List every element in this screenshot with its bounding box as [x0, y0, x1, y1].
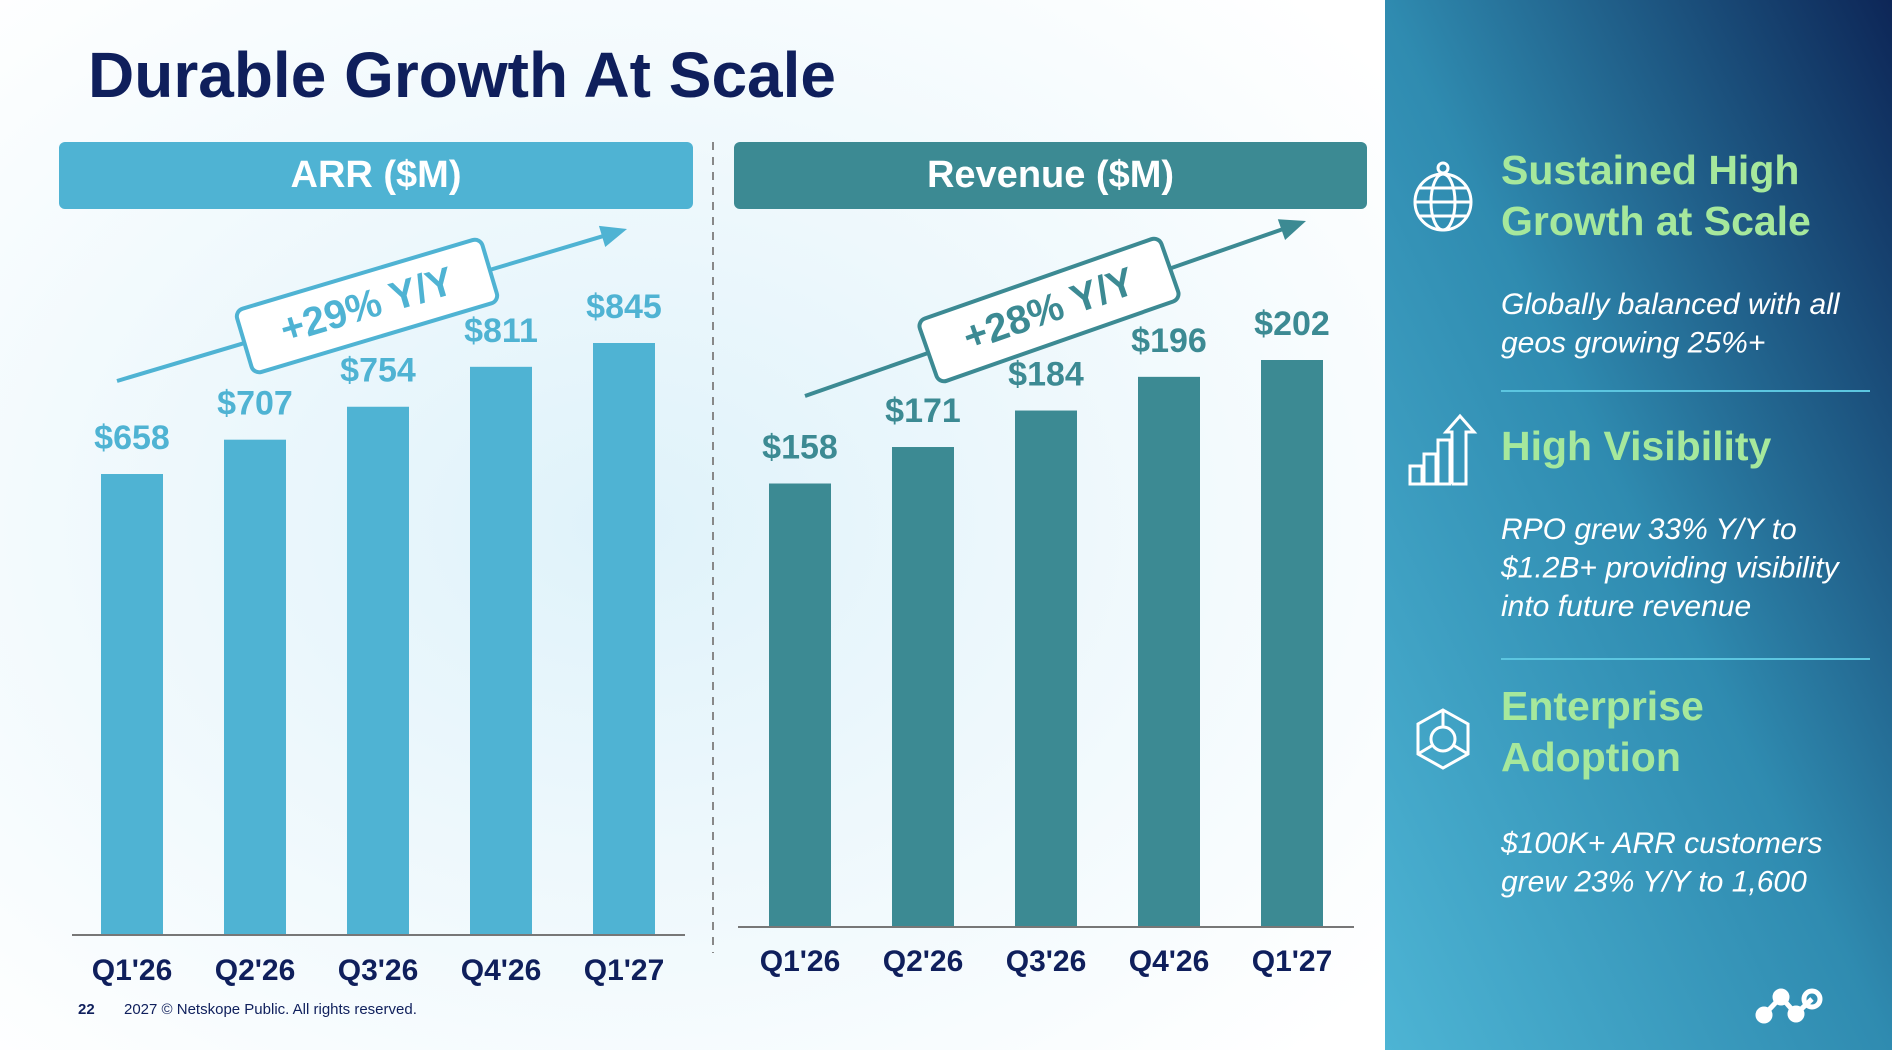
feature-text: into future revenue: [1501, 590, 1751, 623]
logo: [1755, 988, 1823, 1024]
chart-title: ARR ($M): [291, 154, 462, 196]
bar: [1015, 410, 1077, 927]
x-tick-label: Q2'26: [883, 945, 964, 978]
value-label: $754: [340, 352, 416, 390]
annotation-box: [234, 237, 500, 375]
x-tick-label: Q1'27: [584, 954, 665, 987]
chart-header: [734, 142, 1367, 209]
page-number: 22: [78, 1001, 95, 1018]
x-tick-label: Q1'26: [760, 945, 841, 978]
feature-text: $1.2B+ providing visibility: [1500, 551, 1841, 584]
bar: [593, 343, 655, 935]
bar: [101, 474, 163, 935]
value-label: $811: [464, 312, 538, 350]
value-label: $845: [586, 288, 662, 326]
chart-header: [59, 142, 693, 209]
slide-title: Durable Growth At Scale: [88, 39, 836, 111]
globe-icon: [1413, 161, 1473, 232]
x-tick-label: Q1'26: [92, 954, 173, 987]
annotation: +29% Y/Y: [234, 237, 500, 375]
value-label: $658: [94, 419, 170, 457]
x-tick-label: Q1'27: [1252, 945, 1333, 978]
chart-title: Revenue ($M): [927, 154, 1174, 196]
value-label: $202: [1254, 305, 1330, 343]
bar: [224, 439, 286, 935]
side-panel: [1385, 0, 1892, 1050]
growth-icon: [1408, 413, 1478, 486]
value-label: $184: [1008, 356, 1084, 394]
feature-text: geos growing 25%+: [1501, 326, 1765, 359]
value-label: $171: [885, 392, 961, 430]
feature-text: Globally balanced with all: [1501, 288, 1841, 321]
bar: [470, 366, 532, 935]
x-tick-label: Q2'26: [215, 954, 296, 987]
bar: [347, 406, 409, 935]
footer-text: 2027 © Netskope Public. All rights reser…: [124, 1001, 417, 1018]
x-tick-label: Q3'26: [338, 954, 419, 987]
bar: [1138, 376, 1200, 928]
bar: [769, 483, 831, 927]
feature-heading: Sustained High: [1501, 147, 1799, 193]
x-tick-label: Q4'26: [1129, 945, 1210, 978]
value-label: $158: [762, 428, 838, 466]
feature-heading: High Visibility: [1501, 423, 1772, 469]
feature-text: grew 23% Y/Y to 1,600: [1501, 865, 1807, 898]
arrow-head: [598, 225, 627, 247]
feature-heading: Adoption: [1501, 734, 1681, 780]
feature-text: $100K+ ARR customers: [1500, 827, 1823, 860]
network-icon: [1416, 708, 1470, 770]
annotation-box: [917, 236, 1181, 384]
x-tick-label: Q4'26: [461, 954, 542, 987]
feature-text: RPO grew 33% Y/Y to: [1501, 513, 1797, 546]
value-label: $196: [1131, 322, 1207, 360]
x-tick-label: Q3'26: [1006, 945, 1087, 978]
bar: [892, 447, 954, 927]
arrow-head: [1277, 219, 1306, 240]
feature-heading: Enterprise: [1501, 683, 1704, 729]
feature-heading: Growth at Scale: [1501, 198, 1811, 244]
bar: [1261, 360, 1323, 927]
value-label: $707: [217, 385, 293, 423]
